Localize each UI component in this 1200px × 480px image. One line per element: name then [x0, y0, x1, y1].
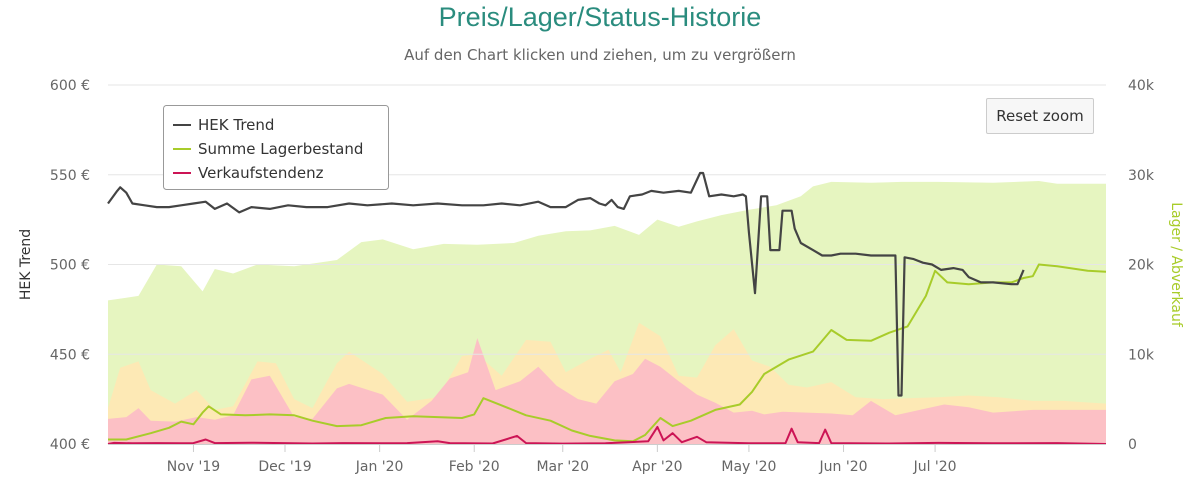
y-left-tick-label: 400 €: [50, 437, 90, 453]
x-tick-label: Jan '20: [355, 459, 404, 475]
legend-label: HEK Trend: [198, 116, 274, 134]
y-left-tick-label: 550 €: [50, 168, 90, 184]
y-left-tick-label: 600 €: [50, 78, 90, 94]
chart-title: Preis/Lager/Status-Historie: [438, 2, 762, 32]
status-bands: [108, 181, 1106, 444]
y-right-tick-label: 0: [1128, 437, 1137, 453]
legend-item[interactable]: Verkaufstendenz: [173, 164, 324, 182]
x-tick-label: Jun '20: [819, 459, 868, 475]
legend-item[interactable]: Summe Lagerbestand: [173, 140, 363, 158]
reset-zoom-button[interactable]: Reset zoom: [986, 98, 1094, 134]
y-right-tick-label: 20k: [1128, 258, 1155, 274]
y-right-axis-title: Lager / Abverkauf: [1168, 202, 1184, 328]
hek-trend-line: [107, 171, 1025, 397]
x-tick-label: Feb '20: [449, 459, 500, 475]
x-tick-label: Mar '20: [536, 459, 589, 475]
legend-label: Summe Lagerbestand: [198, 140, 363, 158]
legend[interactable]: HEK Trend Summe Lagerbestand Verkaufstende…: [163, 105, 389, 190]
x-tick-label: May '20: [721, 459, 776, 475]
y-right-tick-label: 30k: [1128, 168, 1155, 184]
x-tick-label: Jul '20: [913, 459, 957, 475]
chart-subtitle: Auf den Chart klicken und ziehen, um zu …: [404, 46, 796, 64]
y-left-tick-label: 500 €: [50, 258, 90, 274]
axes: 400 € 450 € 500 € 550 € 600 € 0 10k 20k 30k 40k No…: [18, 78, 1184, 475]
x-tick-label: Nov '19: [167, 459, 220, 475]
verkaufstendenz-line: [107, 425, 1107, 445]
x-tick-label: Apr '20: [632, 459, 682, 475]
legend-label: Verkaufstendenz: [198, 164, 324, 182]
y-right-tick-label: 10k: [1128, 347, 1155, 363]
status-band-3: [108, 338, 1106, 444]
series-lines: [107, 171, 1107, 445]
x-tick-label: Dec '19: [258, 459, 311, 475]
y-right-tick-label: 40k: [1128, 78, 1155, 94]
legend-box: [163, 105, 389, 190]
legend-item[interactable]: HEK Trend: [173, 116, 274, 134]
grid-lines: [108, 84, 1106, 355]
y-left-axis-title: HEK Trend: [18, 229, 34, 300]
y-left-tick-label: 450 €: [50, 347, 90, 363]
